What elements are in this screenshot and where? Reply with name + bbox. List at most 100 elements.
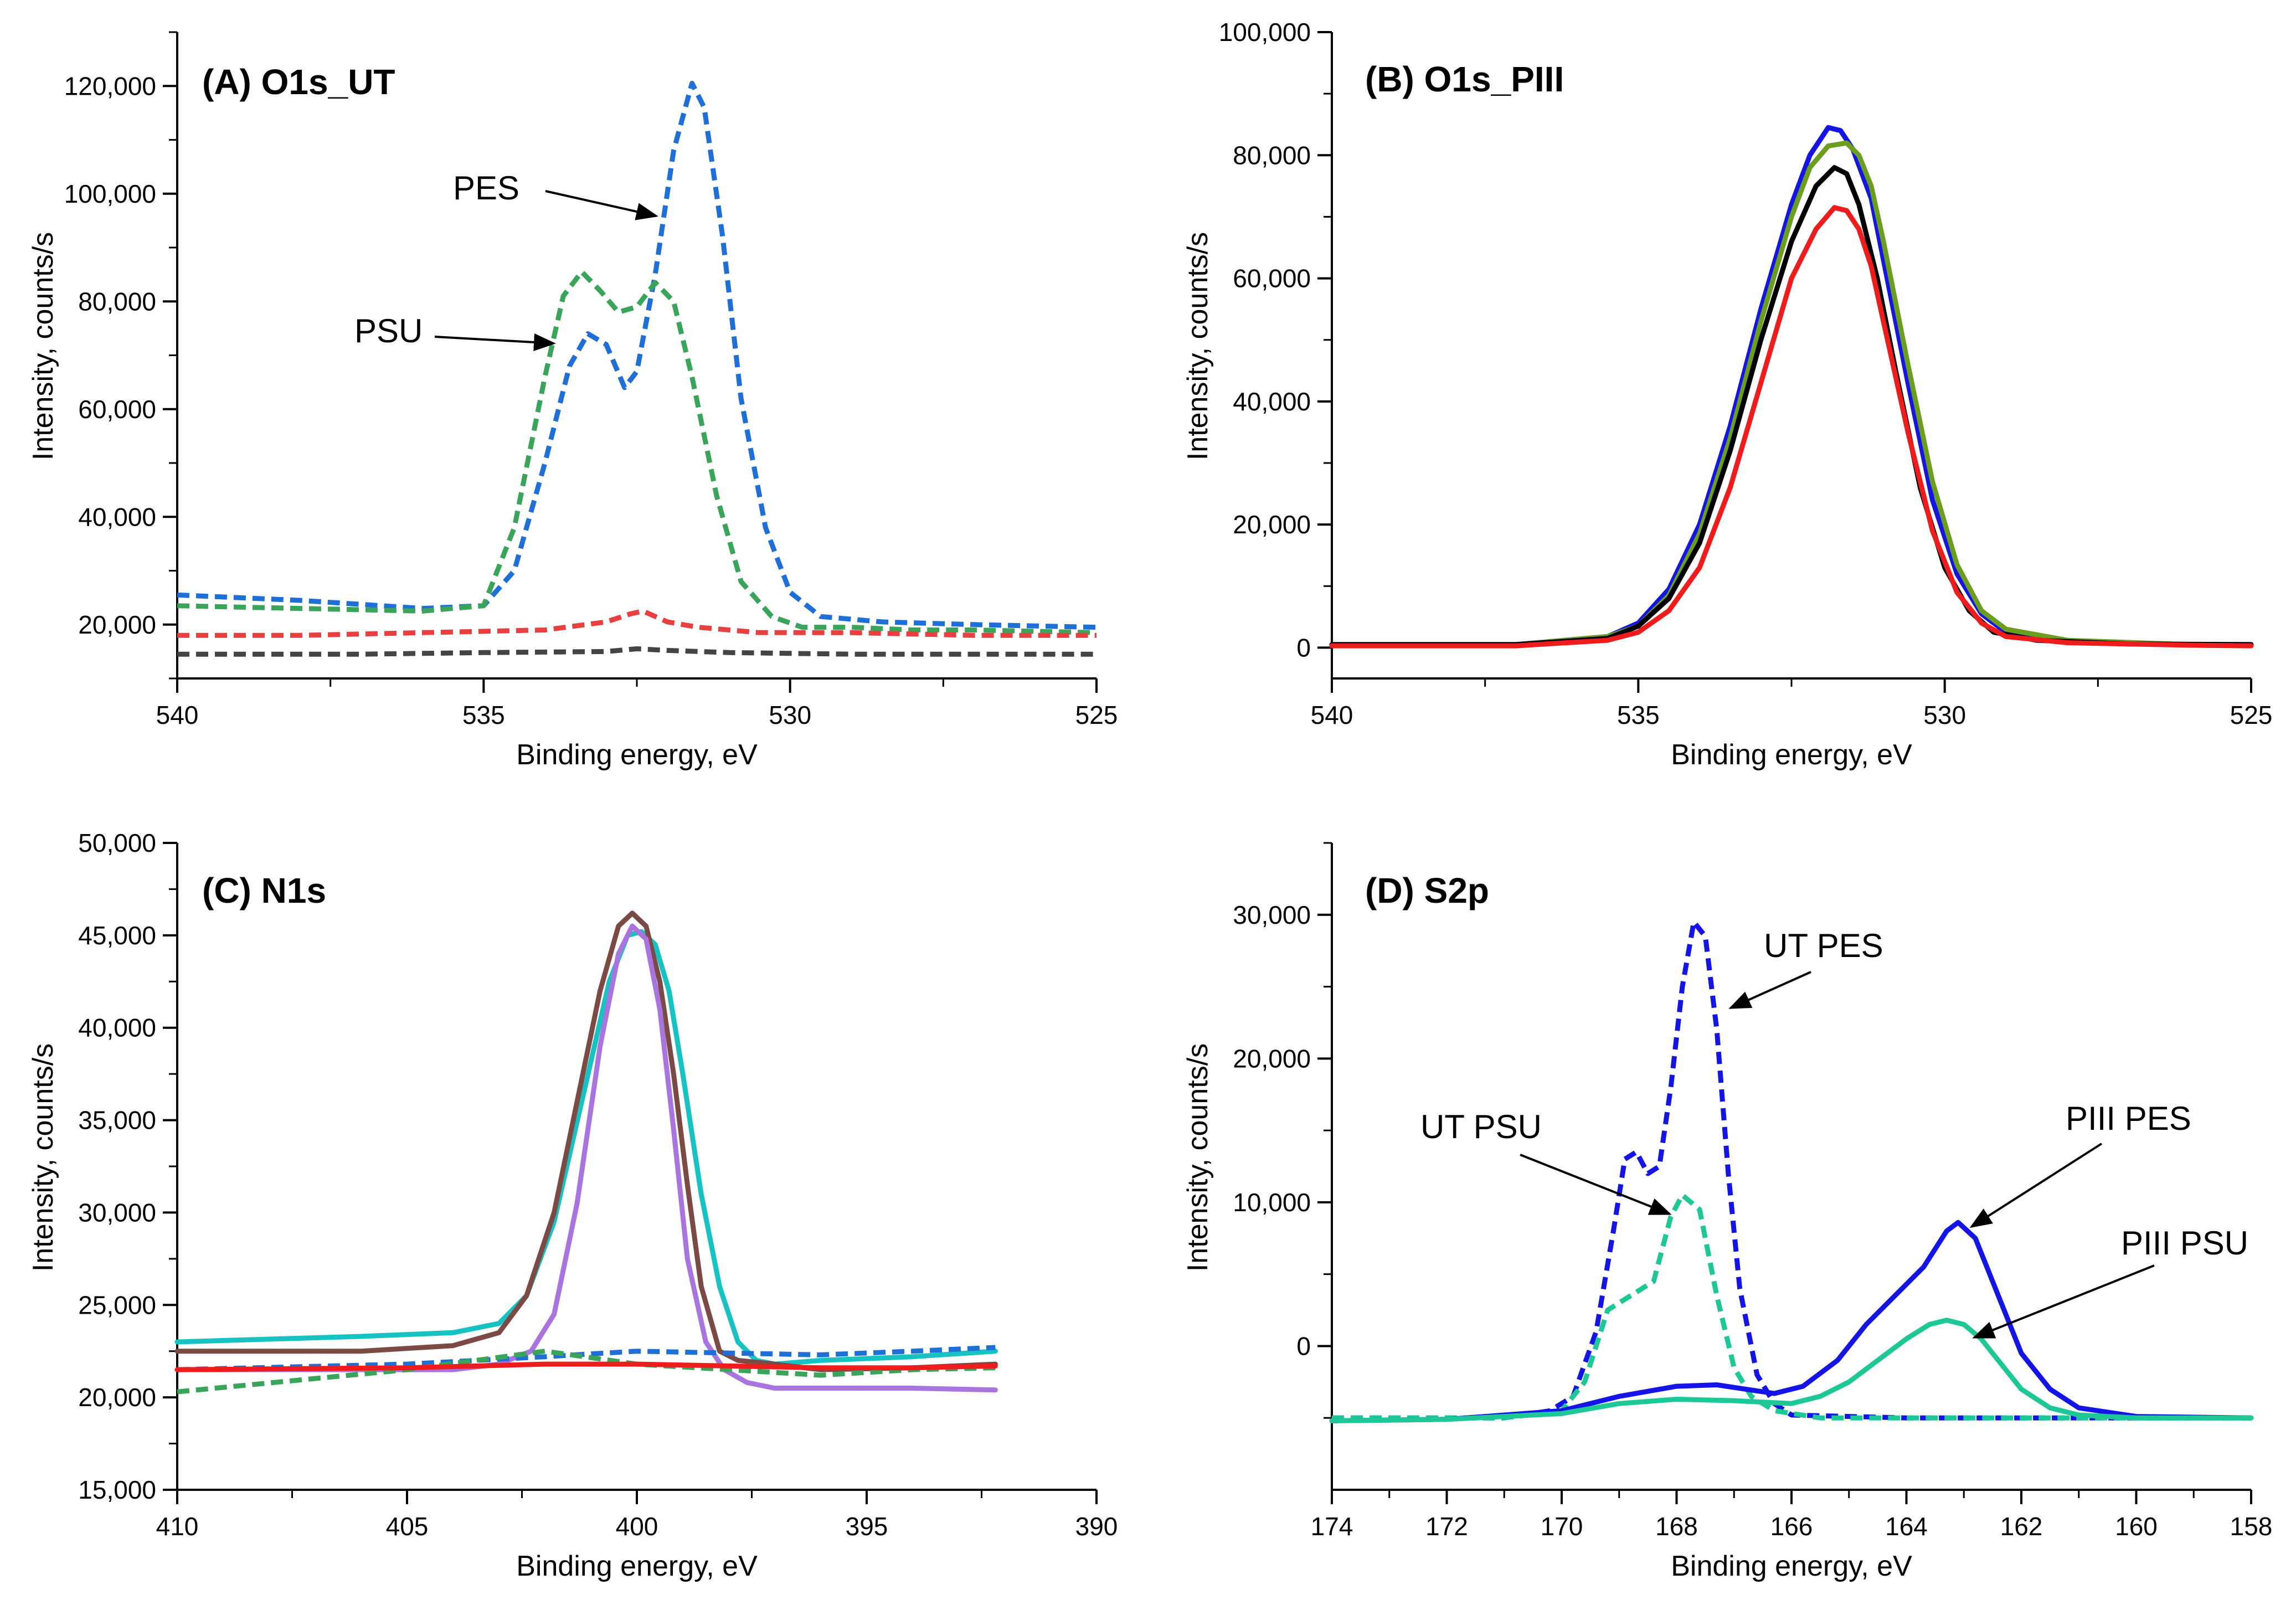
panel-a-axes [176,32,1096,680]
panel-c-x-tick-label: 405 [386,1512,429,1541]
panel-d-y-tick-label: 10,000 [1233,1188,1311,1217]
panel-c-x-axis-title: Binding energy, eV [516,1550,758,1582]
panel-b-y-tick-label: 0 [1296,633,1311,662]
panel-c-y-tick-label: 45,000 [78,921,156,950]
panel-a-series [177,80,1097,657]
panel-c-series-blue-dash [177,1345,996,1372]
panel-c-y-ticks: 15,000 20,000 25,000 30,000 35,000 40,000 45,0… [78,829,177,1504]
panel-d-x-tick-label: 164 [1885,1512,1928,1541]
panel-c-series-red-line [174,1361,998,1372]
panel-d-x-tick-label: 170 [1541,1512,1583,1541]
panel-a-series-black [177,646,1096,657]
panel-d-arrow-piii-pes [1969,1143,2103,1228]
panel-a-title: (A) O1s_UT [202,62,395,102]
panel-b-y-tick-label: 20,000 [1233,510,1311,539]
panel-c-y-axis-title: Intensity, counts/s [27,1043,59,1272]
panel-d-annotation-ut-pes: UT PES [1764,927,1883,964]
panel-b-x-tick-label: 525 [2230,701,2273,729]
panel-b-x-tick-label: 530 [1923,701,1966,729]
panel-b-series-green [1329,140,2254,647]
panel-d-y-tick-label: 0 [1296,1331,1311,1360]
panel-c-n1s: 410 405 400 395 390 15,000 20,000 25,000 30,000… [27,829,1118,1582]
panel-a-y-axis-title: Intensity, counts/s [27,232,59,460]
panel-a-series-red [177,608,1096,638]
panel-c-x-tick-label: 390 [1075,1512,1118,1541]
panel-b-y-tick-label: 80,000 [1233,141,1311,169]
panel-c-x-tick-label: 400 [616,1512,658,1541]
panel-c-series [174,910,998,1395]
panel-a-x-ticks: 540 535 530 525 [156,678,1118,729]
panel-d-series-piii-psu [1329,1318,2254,1423]
panel-d-arrow-ut-psu [1520,1154,1672,1215]
panel-d-series [1329,919,2254,1423]
panel-b-axes [1331,32,2251,680]
panel-a-y-ticks: 20,000 40,000 60,000 80,000 100,000 120,000 [64,31,177,680]
panel-b-x-ticks: 540 535 530 525 [1311,678,2273,729]
panel-b-x-tick-label: 540 [1311,701,1353,729]
panel-a-y-tick-label: 80,000 [78,287,156,316]
panel-b-series-black [1329,165,2254,647]
panel-a-arrow-psu [434,333,556,351]
panel-a-y-tick-label: 40,000 [78,502,156,531]
panel-a-y-tick-label: 120,000 [64,71,156,100]
panel-d-annotation-ut-psu: UT PSU [1420,1108,1542,1145]
panel-d-annotation-piii-pes: PIII PES [2066,1100,2191,1137]
panel-b-series [1329,125,2254,649]
panel-b-y-tick-label: 60,000 [1233,264,1311,293]
panel-d-y-ticks: 0 10,000 20,000 30,000 [1233,842,1332,1419]
panel-c-y-tick-label: 15,000 [78,1475,156,1504]
panel-d-title: (D) S2p [1365,871,1489,910]
panel-a-x-tick-label: 535 [462,701,505,729]
panel-d-series-piii-pes [1329,1220,2254,1423]
panel-c-series-purple [174,923,998,1393]
panel-d-x-tick-label: 162 [2000,1512,2043,1541]
panel-c-y-tick-label: 30,000 [78,1198,156,1227]
panel-b-x-axis-title: Binding energy, eV [1671,739,1912,771]
panel-d-y-axis-title: Intensity, counts/s [1182,1043,1214,1272]
panel-c-x-tick-label: 395 [846,1512,888,1541]
panel-d-series-ut-pes [1332,919,2251,1421]
panel-a-annotation-pes: PES [453,169,519,207]
panel-a-x-tick-label: 530 [769,701,811,729]
panel-b-title: (B) O1s_PIII [1365,59,1564,99]
panel-c-y-tick-label: 40,000 [78,1013,156,1042]
panel-d-y-tick-label: 20,000 [1233,1044,1311,1073]
panel-a-arrow-pes [545,190,658,220]
panel-c-x-tick-label: 410 [156,1512,199,1541]
panel-c-axes [176,843,1096,1491]
panel-a-y-tick-label: 60,000 [78,395,156,424]
panel-a-y-tick-label: 100,000 [64,179,156,208]
panel-c-title: (C) N1s [202,871,326,910]
panel-d-x-ticks: 174 172 170 168 166 164 162 160 158 [1311,1490,2273,1541]
panel-a-x-axis-title: Binding energy, eV [516,739,758,771]
panel-d-arrow-piii-psu [1972,1264,2155,1339]
panel-a-annotation-psu: PSU [354,312,423,349]
panel-b-y-tick-label: 40,000 [1233,387,1311,416]
panel-a-x-tick-label: 540 [156,701,199,729]
panel-b-y-axis-title: Intensity, counts/s [1182,232,1214,460]
panel-a-series-pes [177,80,1097,630]
panel-c-x-ticks: 410 405 400 395 390 [156,1490,1118,1541]
panel-c-y-tick-label: 25,000 [78,1290,156,1319]
panel-a-series-psu [177,269,1097,635]
panel-a-x-tick-label: 525 [1075,701,1118,729]
panel-c-y-tick-label: 50,000 [78,829,156,857]
panel-c-y-tick-label: 35,000 [78,1106,156,1135]
panel-d-x-tick-label: 158 [2230,1512,2273,1541]
panel-a-y-tick-label: 20,000 [78,610,156,639]
panel-d-arrow-ut-pes [1728,971,1811,1009]
panel-b-y-tick-label: 100,000 [1219,18,1311,47]
panel-b-y-ticks: 0 20,000 40,000 60,000 80,000 100,000 [1219,18,1332,662]
panel-b-o1s-piii: 540 535 530 525 0 20,000 40,000 60,000 80,000 10… [1182,18,2272,771]
panel-d-series-ut-psu [1332,1192,2251,1421]
panel-d-x-axis-title: Binding energy, eV [1671,1550,1912,1582]
panel-d-annotation-piii-psu: PIII PSU [2121,1225,2248,1262]
panel-d-y-tick-label: 30,000 [1233,901,1311,929]
panel-d-x-tick-label: 160 [2115,1512,2158,1541]
panel-c-series-brown [174,910,998,1372]
panel-d-x-tick-label: 172 [1425,1512,1468,1541]
panel-d-x-tick-label: 168 [1655,1512,1698,1541]
panel-b-series-red [1329,205,2254,649]
panel-c-y-tick-label: 20,000 [78,1383,156,1412]
